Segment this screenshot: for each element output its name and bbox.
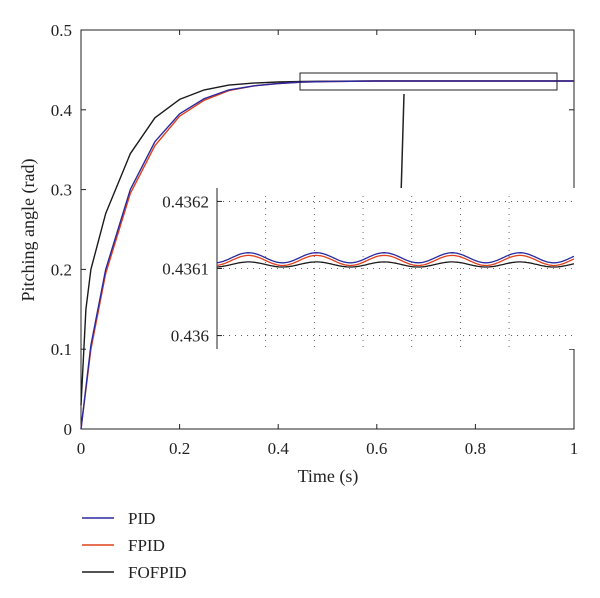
x-tick-label: 0.6 <box>366 439 387 458</box>
y-tick-label: 0.3 <box>51 181 72 200</box>
x-tick-label: 0 <box>77 439 86 458</box>
zoom-region-box <box>299 72 558 91</box>
x-tick-label: 0.2 <box>169 439 190 458</box>
y-axis-title: Pitching angle (rad) <box>18 159 39 302</box>
x-tick-label: 0.8 <box>465 439 486 458</box>
x-tick-label: 1 <box>570 439 579 458</box>
series-line-pid <box>80 80 574 430</box>
y-tick-label: 0 <box>64 420 73 439</box>
legend-label-fpid: FPID <box>128 536 165 555</box>
inset-axis-ticks: 0.4362 0.4361 0.436 <box>162 192 222 346</box>
inset-series-line-fpid <box>216 254 575 267</box>
y-tick-label: 0.4 <box>51 101 73 120</box>
main-axis-ticks: 0 0.2 0.4 0.6 0.8 1 0 0.1 0.2 0.3 0.4 0.5 <box>51 21 579 458</box>
inset-y-tick-label: 0.4361 <box>162 260 209 279</box>
inset-background <box>217 188 575 349</box>
y-tick-label: 0.5 <box>51 21 72 40</box>
legend-label-pid: PID <box>128 509 155 528</box>
inset-y-tick-label: 0.436 <box>171 327 209 346</box>
inset-y-tick-label: 0.4362 <box>162 192 209 211</box>
main-series-lines <box>80 80 574 430</box>
inset-series-line-fofpid <box>216 261 575 268</box>
legend-label-fofpid: FOFPID <box>128 563 187 582</box>
legend: PID FPID FOFPID <box>82 509 187 582</box>
x-axis-title: Time (s) <box>298 466 359 487</box>
y-tick-label: 0.1 <box>51 340 72 359</box>
inset-series-lines <box>216 252 575 268</box>
inset-series-line-pid <box>216 252 575 264</box>
y-tick-label: 0.2 <box>51 260 72 279</box>
x-tick-label: 0.4 <box>268 439 290 458</box>
